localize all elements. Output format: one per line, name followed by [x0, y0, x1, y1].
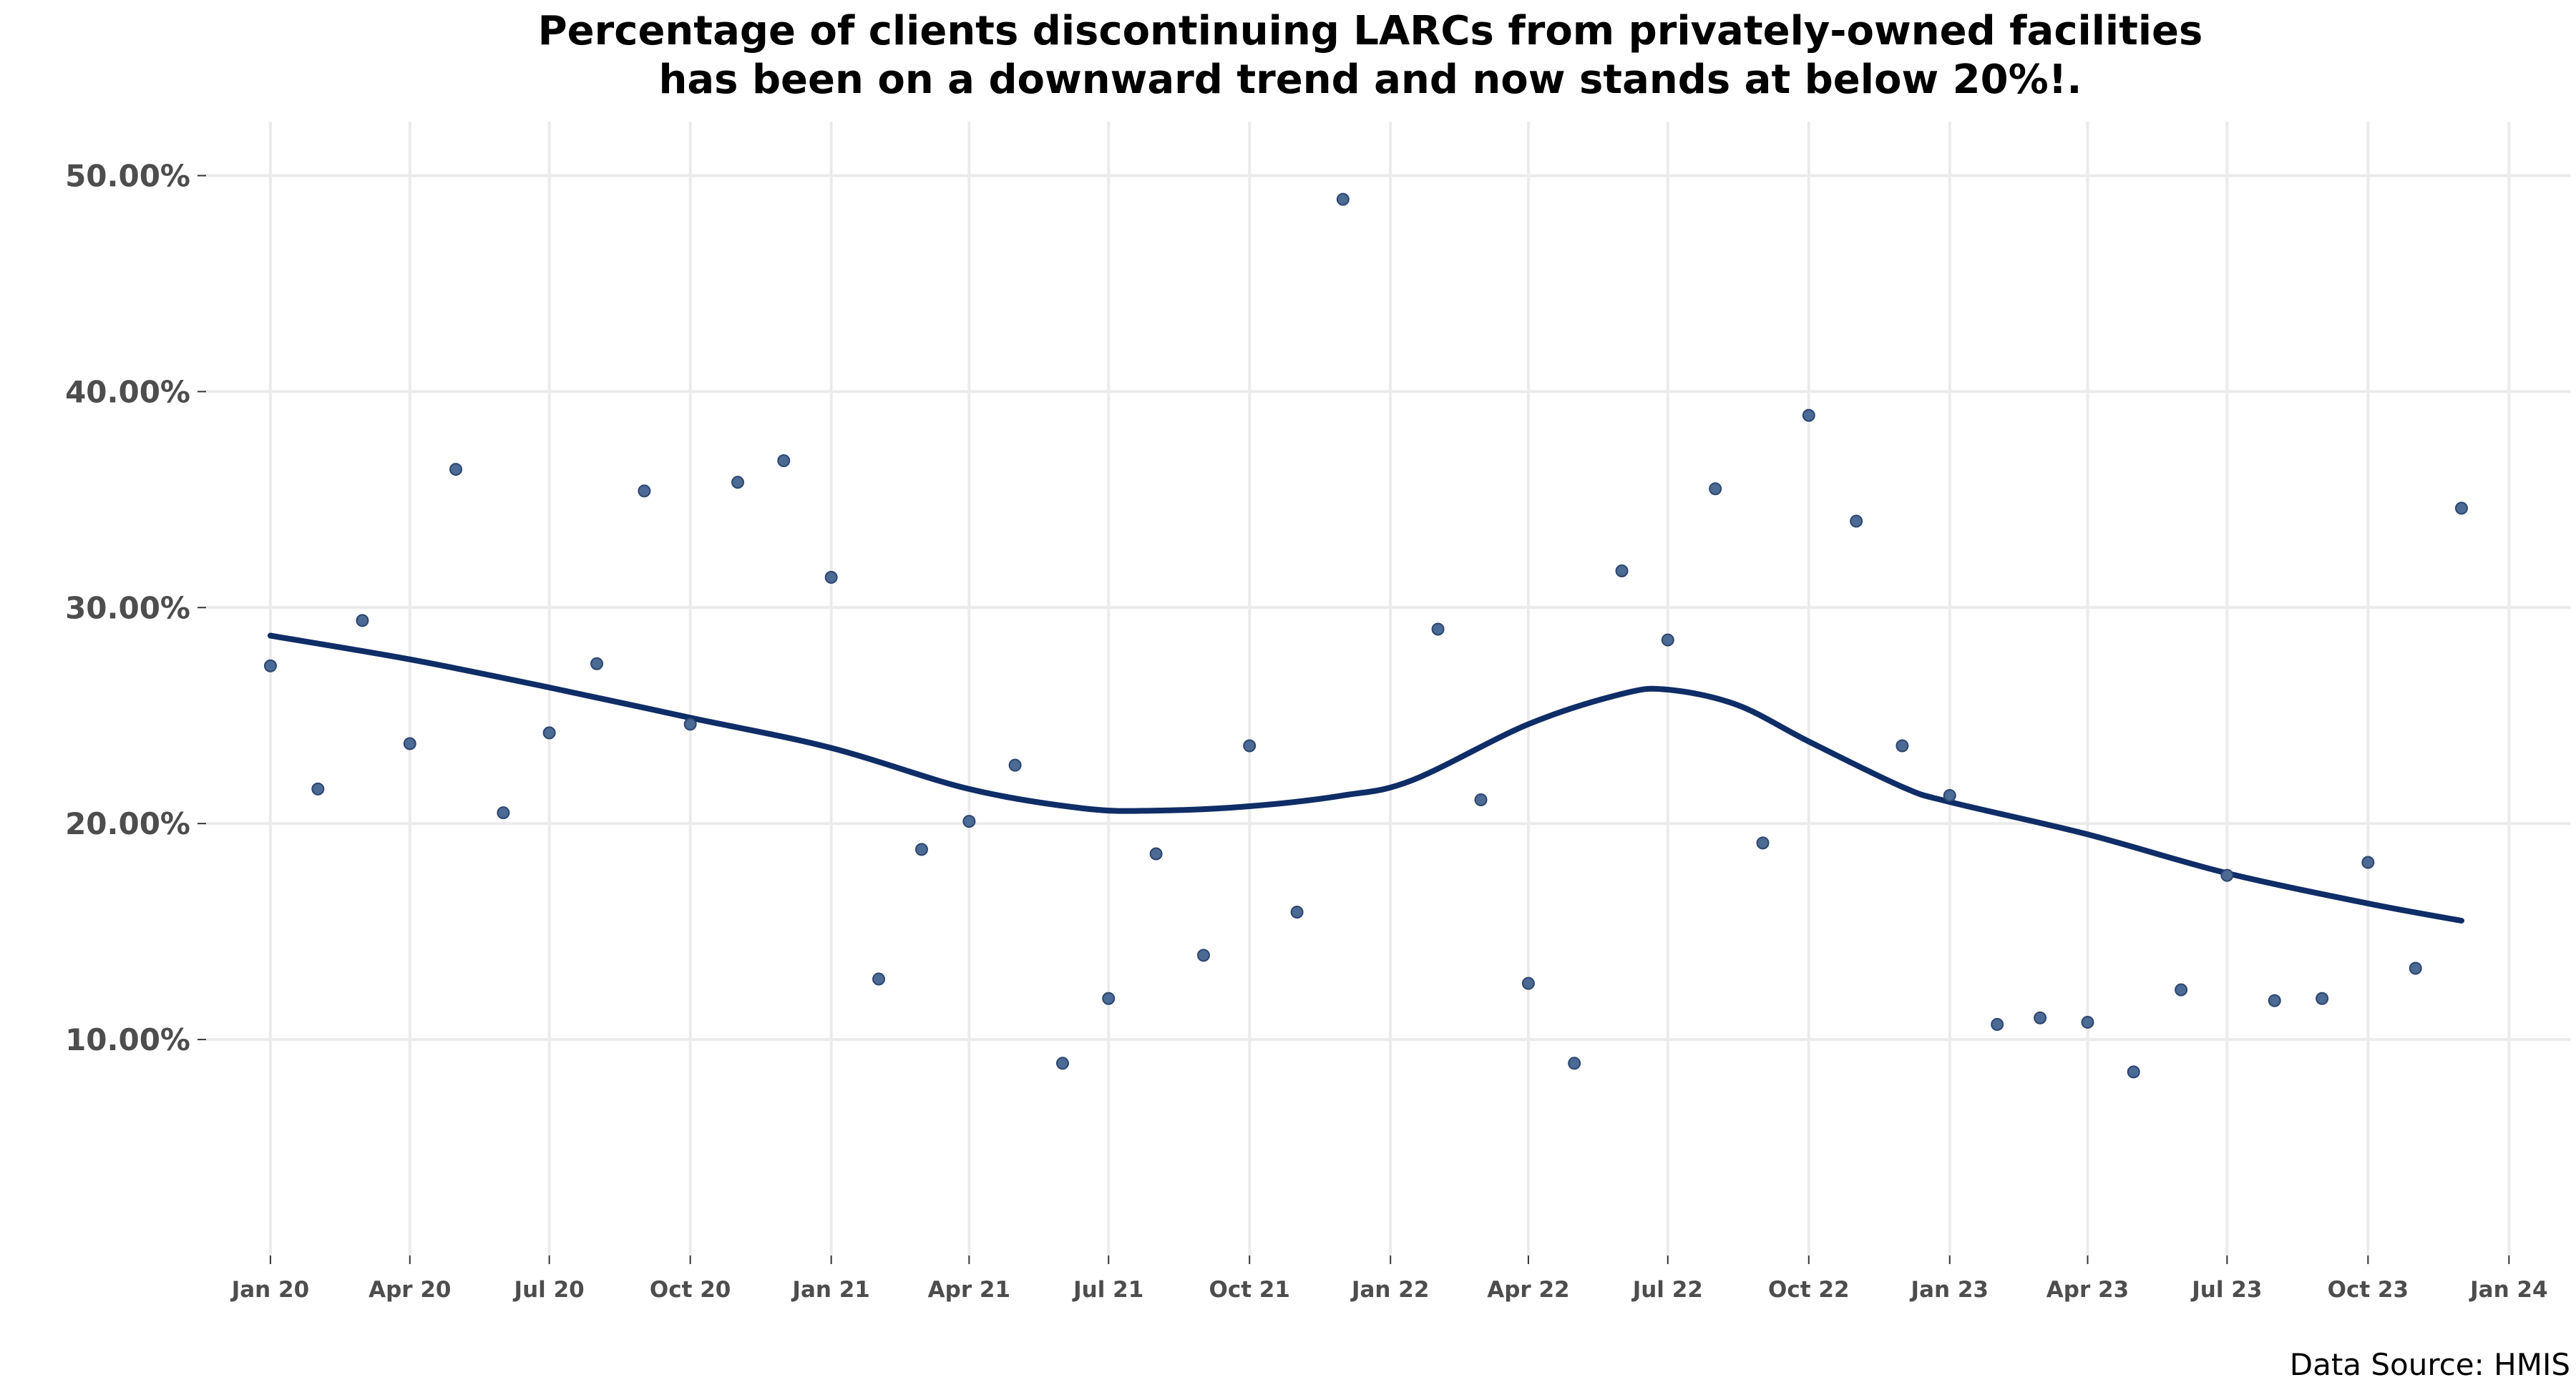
data-point	[731, 476, 745, 489]
data-point	[1896, 739, 1909, 753]
grid	[206, 122, 2570, 1256]
data-source-caption: Data Source: HMIS	[2290, 1347, 2570, 1382]
y-tick-label: 40.00%	[65, 374, 190, 409]
axes: Jan 20 Apr 20 Jul 20 Oct 20 Jan 21 Apr 21 Jul …	[65, 158, 2548, 1303]
data-point	[1290, 905, 1304, 919]
data-point	[1521, 976, 1535, 990]
data-point	[1336, 192, 1350, 206]
data-point	[1149, 847, 1163, 861]
x-tick-label: Jan 21	[791, 1277, 869, 1303]
y-tick-label: 50.00%	[65, 158, 190, 193]
x-tick-label: Oct 23	[2328, 1277, 2409, 1303]
data-point	[1802, 408, 1815, 422]
data-point	[872, 972, 886, 986]
data-points	[263, 192, 2468, 1079]
data-point	[1756, 836, 1770, 850]
y-tick-label: 30.00%	[65, 590, 190, 625]
x-tick-label: Apr 23	[2046, 1277, 2129, 1303]
x-tick-label: Jul 20	[513, 1277, 585, 1303]
y-tick-label: 20.00%	[65, 806, 190, 841]
x-tick-label: Apr 20	[369, 1277, 451, 1303]
chart-title-line-1: Percentage of clients discontinuing LARC…	[538, 8, 2203, 54]
data-point	[1709, 482, 1722, 496]
x-tick-label: Jan 22	[1350, 1277, 1429, 1303]
data-point	[2034, 1011, 2047, 1024]
data-point	[638, 484, 651, 498]
data-point	[2454, 501, 2468, 515]
x-tick-label: Apr 21	[928, 1277, 1010, 1303]
x-tick-label: Jan 24	[2469, 1277, 2547, 1303]
data-point	[2127, 1065, 2140, 1079]
x-tick-label: Jul 22	[1631, 1277, 1703, 1303]
x-tick-label: Apr 22	[1487, 1277, 1569, 1303]
data-point	[1568, 1057, 1581, 1070]
x-tick-label: Jan 23	[1910, 1277, 1989, 1303]
data-point	[2268, 994, 2281, 1007]
data-point	[590, 657, 604, 670]
data-point	[1102, 992, 1116, 1005]
trend-line	[267, 632, 2464, 924]
data-point	[542, 726, 556, 740]
data-point	[1196, 949, 1210, 962]
data-point	[2175, 983, 2188, 997]
x-tick-label: Jul 21	[1072, 1277, 1143, 1303]
trend-layer	[267, 632, 2464, 924]
data-point	[1474, 793, 1488, 806]
data-point	[1991, 1017, 2004, 1031]
data-point	[1661, 633, 1674, 647]
x-tick-label: Oct 21	[1209, 1277, 1289, 1303]
y-tick-label: 10.00%	[65, 1022, 190, 1057]
data-point	[777, 454, 791, 467]
data-point	[2316, 992, 2329, 1005]
chart-title-line-2: has been on a downward trend and now sta…	[658, 57, 2082, 103]
data-point	[497, 806, 510, 820]
data-point	[263, 659, 277, 672]
x-tick-label: Oct 20	[650, 1277, 731, 1303]
data-point	[311, 782, 325, 796]
data-point	[1008, 758, 1022, 772]
data-point	[2409, 961, 2422, 975]
x-tick-label: Oct 22	[1768, 1277, 1849, 1303]
data-point	[1431, 622, 1445, 636]
data-point	[1850, 514, 1863, 528]
data-point	[2081, 1015, 2094, 1029]
data-point	[1943, 788, 1956, 802]
data-point	[403, 737, 416, 750]
data-point	[914, 843, 928, 856]
data-point	[1055, 1057, 1069, 1070]
data-point	[449, 463, 463, 476]
data-point	[2361, 856, 2375, 869]
x-tick-label: Jan 20	[230, 1277, 309, 1303]
x-tick-label: Jul 23	[2190, 1277, 2262, 1303]
data-point	[356, 614, 369, 627]
data-point	[1615, 564, 1629, 577]
data-point	[683, 718, 697, 731]
data-point	[962, 815, 976, 828]
data-point	[824, 571, 838, 584]
data-point	[2220, 868, 2234, 882]
data-point	[1243, 739, 1257, 753]
